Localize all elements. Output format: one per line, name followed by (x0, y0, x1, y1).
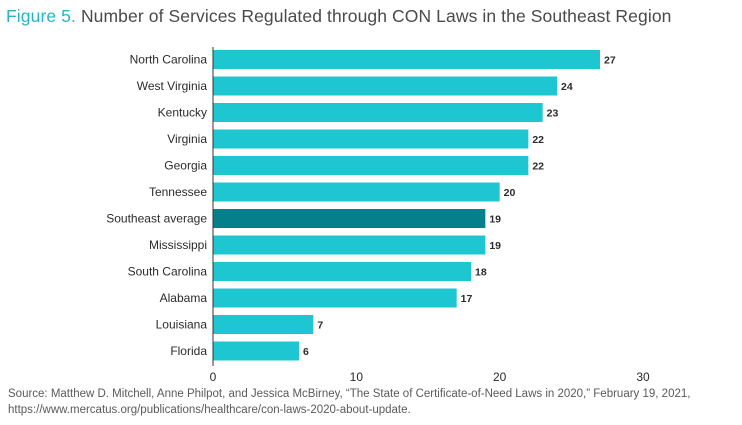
bar-mississippi (213, 235, 486, 255)
value-label: 23 (547, 108, 559, 120)
figure-label: Figure 5. (6, 6, 76, 26)
bar-kentucky (213, 103, 543, 122)
x-tick-label: 30 (636, 370, 650, 384)
source-note: Source: Matthew D. Mitchell, Anne Philpo… (8, 388, 691, 416)
value-label: 27 (604, 55, 616, 67)
value-label: 6 (303, 346, 309, 358)
category-label: Louisiana (156, 318, 208, 332)
bar-virginia (213, 129, 529, 149)
title-text: Number of Services Regulated through CON… (80, 6, 672, 26)
bar-west-virginia (213, 76, 557, 96)
value-label: 19 (489, 240, 501, 252)
bar-georgia (213, 156, 529, 175)
category-label: Virginia (167, 132, 207, 146)
category-label: West Virginia (137, 79, 208, 93)
bar-florida (213, 341, 299, 361)
bar-southeast-average (213, 209, 486, 228)
bar-louisiana (213, 315, 314, 334)
category-label: Kentucky (158, 106, 207, 120)
value-label: 17 (461, 293, 473, 305)
value-label: 24 (561, 81, 573, 93)
bar-north-carolina (213, 50, 600, 69)
category-label: Mississippi (149, 238, 207, 252)
bar-tennessee (213, 182, 500, 202)
x-tick-label: 20 (493, 370, 507, 384)
category-label: South Carolina (128, 265, 208, 279)
value-label: 19 (489, 214, 501, 226)
category-label: Southeast average (106, 212, 207, 226)
category-label: Tennessee (149, 185, 207, 199)
x-tick-label: 0 (210, 370, 217, 384)
value-label: 20 (504, 187, 516, 199)
bar-south-carolina (213, 262, 471, 281)
category-label: Florida (170, 344, 207, 358)
bar-chart: North Carolina 27 West Virginia 24 Kentucky 2… (106, 47, 650, 384)
category-label: North Carolina (130, 53, 208, 67)
chart-title: Figure 5. Number of Services Regulated t… (6, 6, 672, 27)
value-label: 7 (317, 320, 323, 332)
category-label: Alabama (160, 291, 208, 305)
bar-alabama (213, 288, 457, 308)
value-label: 18 (475, 267, 487, 279)
value-label: 22 (532, 161, 544, 173)
value-label: 22 (532, 134, 544, 146)
category-label: Georgia (164, 159, 207, 173)
x-tick-label: 10 (350, 370, 364, 384)
